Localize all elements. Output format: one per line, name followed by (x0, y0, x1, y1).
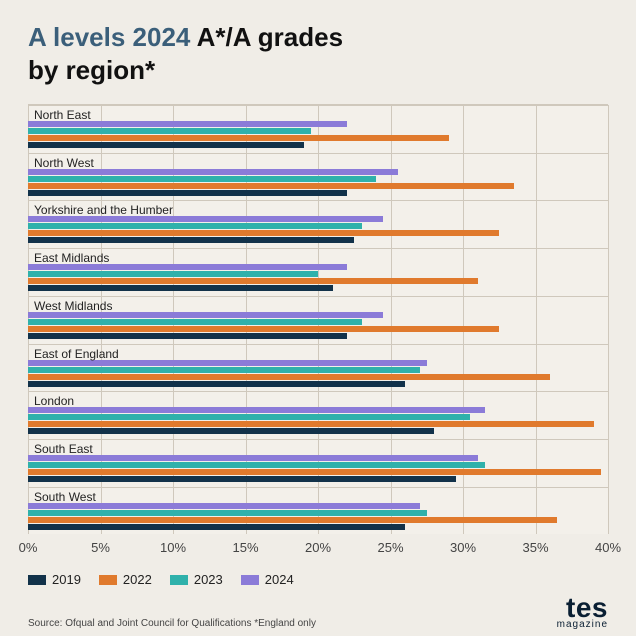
bar-2022 (28, 230, 499, 236)
bar-2023 (28, 176, 376, 182)
region-label: London (34, 394, 74, 408)
bar-2022 (28, 421, 594, 427)
region-label: East of England (34, 347, 119, 361)
x-axis: 0%5%10%15%20%25%30%35%40% (28, 538, 608, 562)
region-label: West Midlands (34, 299, 112, 313)
bar-2023 (28, 462, 485, 468)
bar-2023 (28, 367, 420, 373)
x-tick: 0% (19, 540, 38, 555)
bar-2019 (28, 333, 347, 339)
legend-item: 2019 (28, 572, 81, 587)
region-group: South West (28, 487, 608, 535)
bar-2019 (28, 142, 304, 148)
source-text: Source: Ofqual and Joint Council for Qua… (28, 618, 316, 629)
legend-label: 2023 (194, 572, 223, 587)
bar-2019 (28, 524, 405, 530)
bar-2023 (28, 223, 362, 229)
bar-2022 (28, 326, 499, 332)
plot-area: North East North West Yorkshire and the Hu… (28, 104, 608, 534)
regions-container: North East North West Yorkshire and the Hu… (28, 105, 608, 534)
legend-item: 2023 (170, 572, 223, 587)
legend-label: 2019 (52, 572, 81, 587)
region-label: South West (34, 490, 96, 504)
bar-2023 (28, 319, 362, 325)
bar-2022 (28, 278, 478, 284)
region-group: East Midlands (28, 248, 608, 296)
x-tick: 15% (232, 540, 258, 555)
region-group: West Midlands (28, 296, 608, 344)
title-rest: A*/A grades (190, 22, 343, 52)
x-tick: 35% (522, 540, 548, 555)
region-group: South East (28, 439, 608, 487)
bar-2019 (28, 476, 456, 482)
bar-2019 (28, 428, 434, 434)
bar-2022 (28, 469, 601, 475)
title-accent: A levels 2024 (28, 22, 190, 52)
region-group: North West (28, 153, 608, 201)
x-tick: 5% (91, 540, 110, 555)
region-group: Yorkshire and the Humber (28, 200, 608, 248)
bar-2023 (28, 128, 311, 134)
legend-swatch (170, 575, 188, 585)
bar-2024 (28, 407, 485, 413)
brand-logo: tes magazine (557, 595, 608, 629)
bar-2023 (28, 414, 470, 420)
chart-title: A levels 2024 A*/A grades by region* (28, 22, 608, 86)
brand-name: tes (557, 595, 608, 620)
gridline (608, 105, 609, 534)
brand-sub: magazine (557, 620, 608, 629)
legend-item: 2024 (241, 572, 294, 587)
bar-2024 (28, 455, 478, 461)
bar-2022 (28, 374, 550, 380)
title-line2: by region* (28, 55, 608, 86)
region-label: South East (34, 442, 93, 456)
bar-2019 (28, 190, 347, 196)
chart: North East North West Yorkshire and the Hu… (28, 104, 608, 562)
region-label: North East (34, 108, 91, 122)
legend-swatch (28, 575, 46, 585)
legend-swatch (241, 575, 259, 585)
bar-2019 (28, 285, 333, 291)
x-tick: 10% (160, 540, 186, 555)
bar-2019 (28, 381, 405, 387)
x-tick: 20% (305, 540, 331, 555)
bar-2022 (28, 135, 449, 141)
region-label: East Midlands (34, 251, 109, 265)
region-label: North West (34, 156, 94, 170)
region-group: London (28, 391, 608, 439)
legend: 2019 2022 2023 2024 (28, 572, 608, 587)
bar-2019 (28, 237, 354, 243)
legend-item: 2022 (99, 572, 152, 587)
x-tick: 30% (450, 540, 476, 555)
legend-label: 2024 (265, 572, 294, 587)
bar-2023 (28, 271, 318, 277)
region-label: Yorkshire and the Humber (34, 203, 173, 217)
legend-label: 2022 (123, 572, 152, 587)
region-group: North East (28, 105, 608, 153)
bar-2023 (28, 510, 427, 516)
bar-2022 (28, 183, 514, 189)
region-group: East of England (28, 344, 608, 392)
legend-swatch (99, 575, 117, 585)
x-tick: 25% (377, 540, 403, 555)
bar-2022 (28, 517, 557, 523)
x-tick: 40% (595, 540, 621, 555)
